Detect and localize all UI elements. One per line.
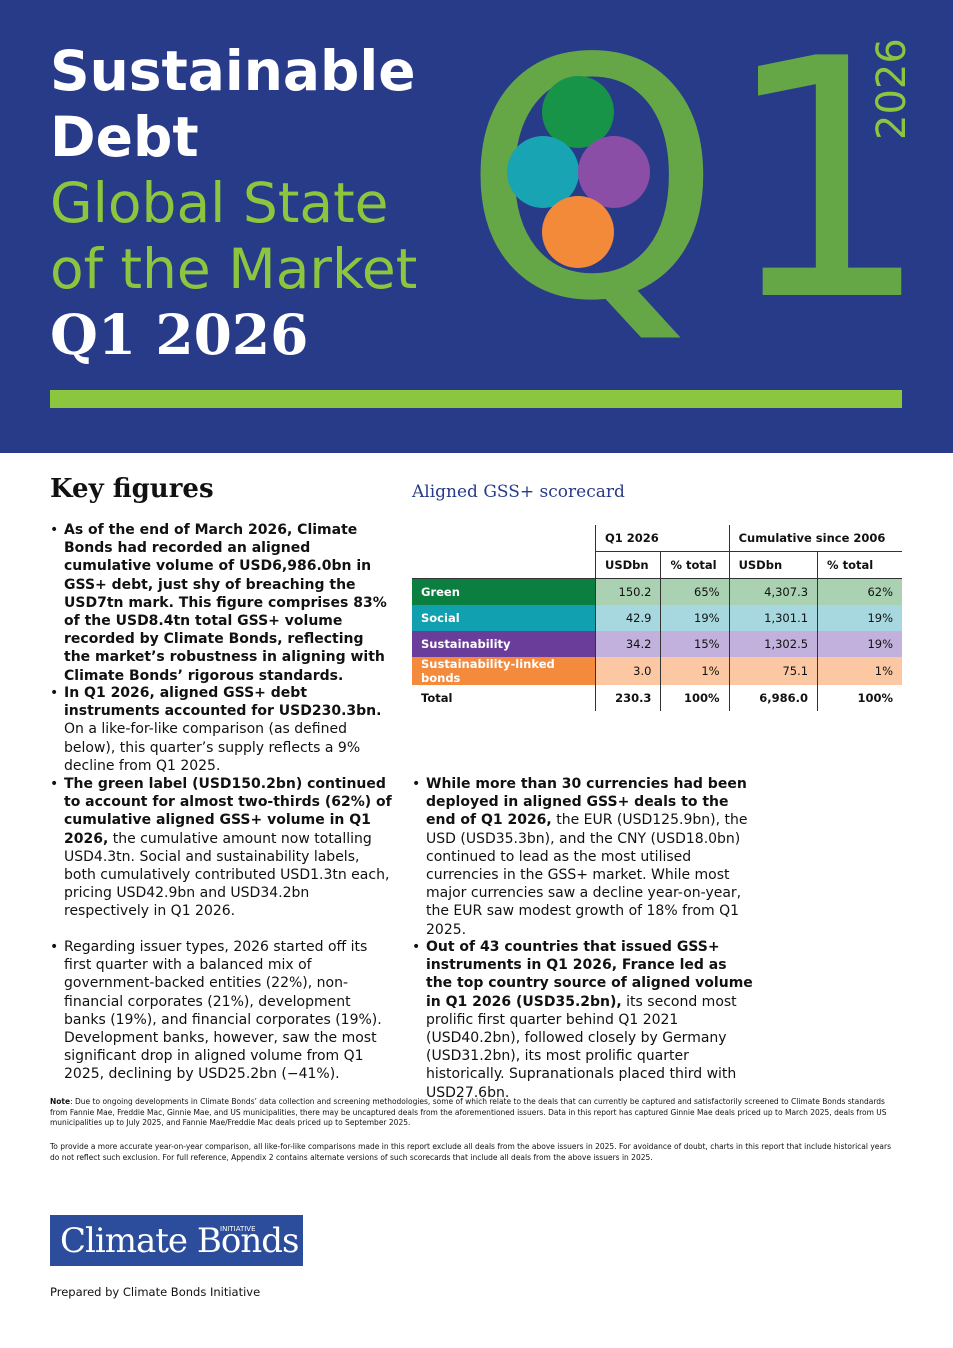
header: % total (817, 551, 902, 579)
table-row: Total 230.3 100% 6,986.0 100% (412, 685, 902, 711)
row-label: Green (412, 578, 596, 605)
group-header: Q1 2026 Cumulative since 2006 (412, 525, 902, 552)
subtitle: of the Market (50, 237, 418, 301)
cell: 19% (817, 605, 902, 631)
bold-text: In Q1 2026, aligned GSS+ debt instrument… (64, 685, 382, 720)
logo-text: Climate Bonds (60, 1221, 299, 1261)
note: To provide a more accurate year-on-year … (50, 1142, 892, 1162)
table-title: Aligned GSS+ scorecard (412, 482, 625, 502)
bullet: As of the end of March 2026, Climate Bon… (50, 521, 394, 685)
bold-text: As of the end of March 2026, Climate Bon… (64, 522, 387, 684)
cell: 3.0 (595, 657, 662, 685)
prepared-by: Prepared by Climate Bonds Initiative (50, 1285, 261, 1299)
bold-text: Out of 43 countries that issued GSS+ ins… (426, 939, 753, 1010)
bullet: The green label (USD150.2bn) continued t… (50, 775, 394, 921)
cell: 230.3 (595, 685, 662, 711)
cell: 1% (817, 657, 902, 685)
side-year: 2026 (869, 38, 915, 140)
header: USDbn (595, 551, 662, 579)
cell: 19% (817, 631, 902, 657)
logo: Climate Bonds INITIATIVE (50, 1215, 303, 1266)
text: its second most prolific first quarter b… (426, 993, 737, 1101)
logo-small: INITIATIVE (220, 1225, 256, 1233)
row-label: Sustainability (412, 631, 596, 657)
cell: 100% (817, 685, 902, 711)
table-row: Sustainability 34.2 15% 1,302.5 19% (412, 631, 902, 657)
icon-green (542, 76, 614, 148)
green-bar (50, 390, 902, 408)
cell: 65% (660, 578, 730, 605)
bold-text: The green label (USD150.2bn) continued t… (64, 776, 392, 847)
edition: Q1 2026 (50, 302, 309, 367)
icon-social (507, 136, 579, 208)
bold-text: While more than 30 currencies had been d… (426, 776, 747, 829)
cell: 42.9 (595, 605, 662, 631)
icon-slb (542, 196, 614, 268)
text: Regarding issuer types, 2026 started off… (64, 939, 382, 1083)
header: USDbn (729, 551, 819, 579)
column-header: USDbn% total USDbn% total (412, 551, 902, 579)
table-row: Social 42.9 19% 1,301.1 19% (412, 605, 902, 631)
title: Sustainable (50, 39, 416, 103)
note-text: : Due to ongoing developments in Climate… (50, 1097, 887, 1127)
header: Cumulative since 2006 (729, 525, 902, 552)
text: On a like-for-like comparison (as define… (64, 721, 361, 774)
text: the EUR (USD125.9bn), the USD (USD35.3bn… (426, 812, 748, 938)
bullet: Regarding issuer types, 2026 started off… (50, 938, 394, 1084)
header: Q1 2026 (595, 525, 730, 552)
note: Note: Due to ongoing developments in Cli… (50, 1097, 900, 1129)
cell: 1,302.5 (729, 631, 819, 657)
cell: 75.1 (729, 657, 819, 685)
table-row: Green 150.2 65% 4,307.3 62% (412, 578, 902, 605)
scorecard-table: Q1 2026 Cumulative since 2006 USDbn% tota… (412, 525, 902, 711)
subtitle: Global State (50, 171, 389, 235)
cell: 4,307.3 (729, 578, 819, 605)
cell: 150.2 (595, 578, 662, 605)
cell: 1,301.1 (729, 605, 819, 631)
row-label: Sustainability-linked bonds (412, 657, 596, 685)
cell: 19% (660, 605, 730, 631)
heading: Key figures (50, 474, 214, 504)
header-art: Q1 2026 (50, 0, 932, 408)
row-label: Total (412, 685, 596, 711)
bullet: In Q1 2026, aligned GSS+ debt instrument… (50, 684, 394, 775)
header-band (0, 0, 953, 453)
icon-sustainability (578, 136, 650, 208)
cell: 1% (660, 657, 730, 685)
cell: 34.2 (595, 631, 662, 657)
title: Debt (50, 105, 199, 169)
cell: 6,986.0 (729, 685, 819, 711)
table-row: Sustainability-linked bonds 3.0 1% 75.1 1% (412, 657, 902, 685)
cell: 15% (660, 631, 730, 657)
cell: 100% (660, 685, 730, 711)
row-label: Social (412, 605, 596, 631)
bullet: Out of 43 countries that issued GSS+ ins… (412, 938, 756, 1102)
bullet: While more than 30 currencies had been d… (412, 775, 756, 939)
header: % total (660, 551, 730, 579)
cell: 62% (817, 578, 902, 605)
note-label: Note (50, 1097, 71, 1106)
text: the cumulative amount now totalling USD4… (64, 830, 390, 920)
